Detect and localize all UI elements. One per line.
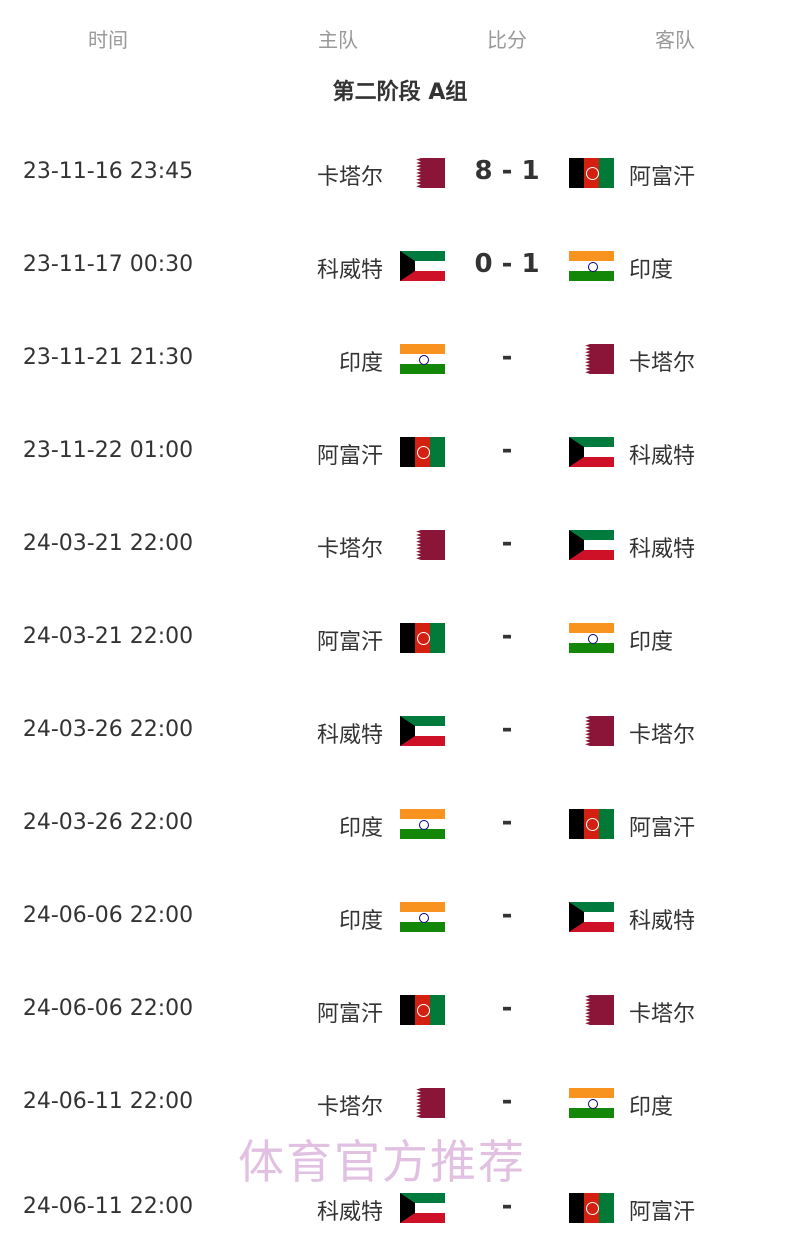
home-team: 印度 <box>338 816 383 841</box>
afg-flag-icon <box>569 809 614 839</box>
header-away: 客队 <box>655 28 695 52</box>
home-team: 卡塔尔 <box>316 1095 383 1120</box>
match-score: - <box>501 528 513 558</box>
match-score: - <box>501 621 513 651</box>
group-title: 第二阶段 A组 <box>332 80 468 105</box>
india-flag-icon <box>400 809 445 839</box>
match-row[interactable]: 24-03-26 22:00 科威特 - 卡塔尔 <box>0 711 800 751</box>
match-score: - <box>501 1191 513 1221</box>
match-row[interactable]: 24-06-06 22:00 阿富汗 - 卡塔尔 <box>0 990 800 1030</box>
away-team: 科威特 <box>629 537 696 562</box>
home-team: 卡塔尔 <box>316 165 383 190</box>
match-row[interactable]: 23-11-16 23:45 卡塔尔 8 - 1 阿富汗 <box>0 153 800 193</box>
kuwait-flag-icon <box>569 530 614 560</box>
match-row[interactable]: 24-06-11 22:00 科威特 - 阿富汗 <box>0 1188 800 1228</box>
afg-flag-icon <box>400 437 445 467</box>
home-team: 科威特 <box>316 1200 383 1225</box>
home-team: 科威特 <box>316 258 383 283</box>
match-score: 8 - 1 <box>474 156 540 186</box>
match-score: - <box>501 900 513 930</box>
qatar-flag-icon <box>582 995 614 1025</box>
home-team: 阿富汗 <box>316 630 383 655</box>
away-team: 科威特 <box>629 444 696 469</box>
home-team: 印度 <box>338 351 383 376</box>
watermark: 体育官方推荐 <box>238 1135 526 1189</box>
match-time: 24-06-06 22:00 <box>22 996 194 1021</box>
match-time: 24-06-06 22:00 <box>22 903 194 928</box>
match-time: 24-03-26 22:00 <box>22 717 194 742</box>
away-team: 印度 <box>629 258 674 283</box>
match-row[interactable]: 24-06-06 22:00 印度 - 科威特 <box>0 897 800 937</box>
home-team: 阿富汗 <box>316 444 383 469</box>
match-time: 23-11-17 00:30 <box>22 252 194 277</box>
home-team: 卡塔尔 <box>316 537 383 562</box>
match-time: 23-11-16 23:45 <box>22 159 194 184</box>
match-time: 24-06-11 22:00 <box>22 1089 194 1114</box>
kuwait-flag-icon <box>569 902 614 932</box>
away-team: 阿富汗 <box>629 816 696 841</box>
match-row[interactable]: 23-11-17 00:30 科威特 0 - 1 印度 <box>0 246 800 286</box>
away-team: 印度 <box>629 630 674 655</box>
india-flag-icon <box>400 344 445 374</box>
match-score: 0 - 1 <box>474 249 540 279</box>
match-time: 24-06-11 22:00 <box>22 1194 194 1219</box>
header-score: 比分 <box>487 28 527 52</box>
match-row[interactable]: 24-03-21 22:00 阿富汗 - 印度 <box>0 618 800 658</box>
match-time: 23-11-22 01:00 <box>22 438 194 463</box>
match-time: 23-11-21 21:30 <box>22 345 194 370</box>
match-score: - <box>501 807 513 837</box>
match-time: 24-03-21 22:00 <box>22 624 194 649</box>
away-team: 阿富汗 <box>629 165 696 190</box>
home-team: 阿富汗 <box>316 1002 383 1027</box>
afg-flag-icon <box>569 1193 614 1223</box>
match-score: - <box>501 1086 513 1116</box>
match-row[interactable]: 24-03-21 22:00 卡塔尔 - 科威特 <box>0 525 800 565</box>
away-team: 卡塔尔 <box>629 351 696 376</box>
match-score: - <box>501 993 513 1023</box>
match-score: - <box>501 435 513 465</box>
kuwait-flag-icon <box>400 716 445 746</box>
match-row[interactable]: 24-06-11 22:00 卡塔尔 - 印度 <box>0 1083 800 1123</box>
kuwait-flag-icon <box>400 251 445 281</box>
away-team: 科威特 <box>629 909 696 934</box>
away-team: 卡塔尔 <box>629 723 696 748</box>
india-flag-icon <box>569 1088 614 1118</box>
qatar-flag-icon <box>413 158 445 188</box>
match-row[interactable]: 23-11-22 01:00 阿富汗 - 科威特 <box>0 432 800 472</box>
match-score: - <box>501 342 513 372</box>
qatar-flag-icon <box>413 1088 445 1118</box>
kuwait-flag-icon <box>400 1193 445 1223</box>
match-row[interactable]: 23-11-21 21:30 印度 - 卡塔尔 <box>0 339 800 379</box>
away-team: 阿富汗 <box>629 1200 696 1225</box>
qatar-flag-icon <box>582 344 614 374</box>
match-time: 24-03-26 22:00 <box>22 810 194 835</box>
header-home: 主队 <box>318 28 358 52</box>
india-flag-icon <box>569 251 614 281</box>
india-flag-icon <box>400 902 445 932</box>
home-team: 印度 <box>338 909 383 934</box>
match-score: - <box>501 714 513 744</box>
afg-flag-icon <box>569 158 614 188</box>
header-time: 时间 <box>88 28 128 52</box>
afg-flag-icon <box>400 995 445 1025</box>
home-team: 科威特 <box>316 723 383 748</box>
match-row[interactable]: 24-03-26 22:00 印度 - 阿富汗 <box>0 804 800 844</box>
away-team: 印度 <box>629 1095 674 1120</box>
india-flag-icon <box>569 623 614 653</box>
match-time: 24-03-21 22:00 <box>22 531 194 556</box>
kuwait-flag-icon <box>569 437 614 467</box>
afg-flag-icon <box>400 623 445 653</box>
away-team: 卡塔尔 <box>629 1002 696 1027</box>
qatar-flag-icon <box>582 716 614 746</box>
qatar-flag-icon <box>413 530 445 560</box>
